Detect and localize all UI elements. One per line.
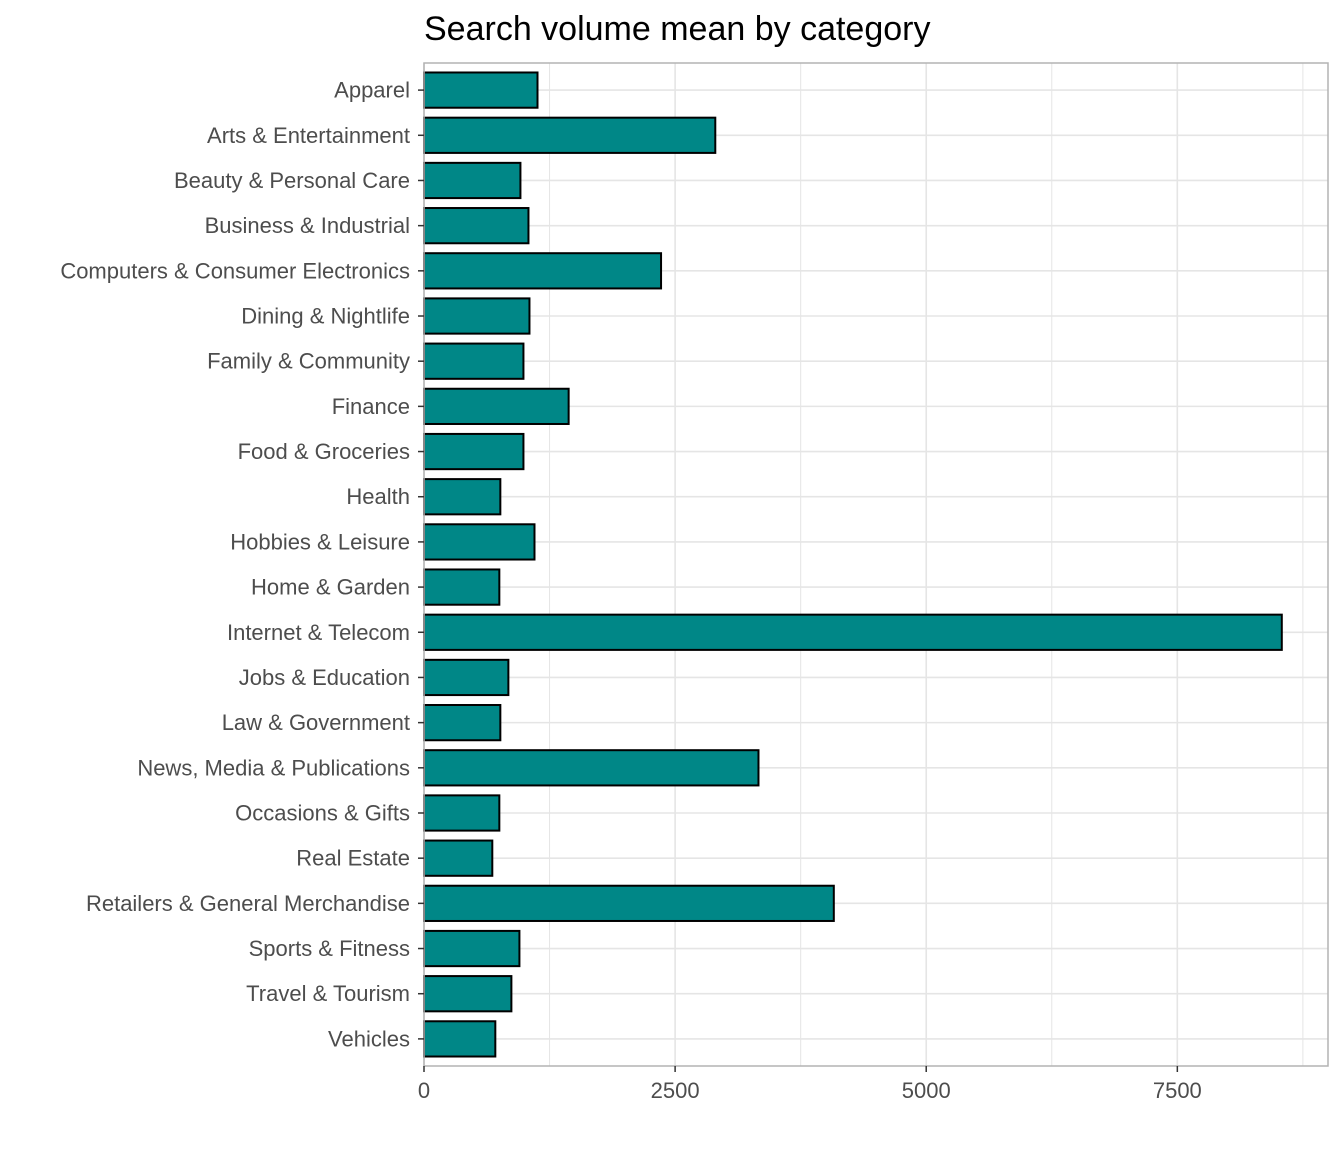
bar-3 (423, 207, 530, 245)
x-tick-label: 7500 (1153, 1078, 1202, 1103)
y-tick-label: Vehicles (328, 1026, 410, 1051)
y-tick-label: Health (346, 484, 410, 509)
bar-1 (423, 116, 717, 154)
y-tick-label: Arts & Entertainment (207, 123, 410, 148)
y-tick-label: Finance (332, 394, 410, 419)
bar-11 (423, 568, 501, 606)
bar-19 (423, 929, 521, 968)
bar-15 (423, 749, 760, 787)
bar-12 (423, 613, 1283, 651)
bar-18 (423, 884, 835, 922)
bar-2 (423, 161, 522, 200)
x-tick-label: 2500 (651, 1078, 700, 1103)
bar-5 (423, 297, 531, 335)
y-tick-label: Sports & Fitness (249, 936, 410, 961)
panel-border (423, 62, 1329, 1067)
bar-7 (423, 387, 570, 425)
y-tick-label: News, Media & Publications (137, 755, 410, 780)
y-tick-label: Family & Community (207, 349, 410, 374)
bar-0 (423, 71, 539, 109)
y-tick-label: Business & Industrial (205, 213, 410, 238)
bar-13 (423, 658, 510, 697)
y-tick-label: Computers & Consumer Electronics (60, 258, 410, 283)
y-tick-label: Jobs & Education (239, 665, 410, 690)
chart-title: Search volume mean by category (424, 10, 931, 48)
y-tick-label: Dining & Nightlife (241, 304, 410, 329)
y-tick-label: Hobbies & Leisure (230, 529, 410, 554)
bar-9 (423, 478, 502, 516)
bar-17 (423, 839, 494, 877)
y-tick-label: Beauty & Personal Care (174, 168, 410, 193)
bar-20 (423, 975, 513, 1013)
y-tick-label: Internet & Telecom (227, 620, 410, 645)
bar-21 (423, 1020, 497, 1058)
y-tick-label: Food & Groceries (238, 439, 410, 464)
y-tick-label: Travel & Tourism (246, 981, 410, 1006)
y-tick-label: Home & Garden (251, 575, 410, 600)
y-tick-label: Law & Government (222, 710, 410, 735)
bar-10 (423, 523, 536, 561)
bar-4 (423, 252, 663, 290)
bar-14 (423, 704, 502, 742)
y-tick-label: Real Estate (296, 846, 410, 871)
y-tick-label: Retailers & General Merchandise (86, 891, 410, 916)
y-tick-label: Apparel (334, 78, 410, 103)
x-tick-label: 5000 (902, 1078, 951, 1103)
y-tick-label: Occasions & Gifts (235, 800, 410, 825)
bar-16 (423, 794, 501, 832)
x-tick-label: 0 (418, 1078, 430, 1103)
bar-6 (423, 342, 525, 380)
bar-8 (423, 432, 525, 471)
